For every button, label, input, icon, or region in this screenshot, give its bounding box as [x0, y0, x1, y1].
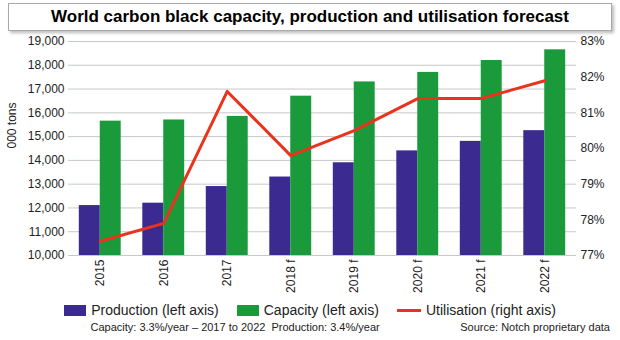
svg-text:2021 f: 2021 f	[474, 259, 488, 293]
svg-text:2017: 2017	[220, 259, 234, 286]
svg-text:14,000: 14,000	[28, 153, 65, 167]
html-text:World carbon black capacity, p: World carbon black capacity, production …	[51, 7, 569, 26]
svg-text:19,000: 19,000	[28, 34, 65, 48]
svg-text:78%: 78%	[581, 213, 605, 227]
svg-text:11,000: 11,000	[29, 225, 65, 239]
svg-text:2018 f: 2018 f	[284, 259, 298, 293]
svg-text:2022 f: 2022 f	[538, 259, 552, 293]
svg-text:79%: 79%	[581, 177, 605, 191]
svg-text:2015: 2015	[93, 259, 107, 286]
svg-text:13,000: 13,000	[28, 177, 65, 191]
svg-text:82%: 82%	[581, 70, 605, 84]
svg-text:77%: 77%	[581, 248, 605, 262]
svg-text:81%: 81%	[581, 106, 605, 120]
svg-text:10,000: 10,000	[28, 248, 65, 262]
svg-text:80%: 80%	[581, 141, 605, 155]
svg-text:2019 f: 2019 f	[347, 259, 361, 293]
html-text:Capacity: 3.3%/year – 2017 to: Capacity: 3.3%/year – 2017 to 2022 Produ…	[90, 320, 380, 333]
svg-text:000 tons: 000 tons	[5, 102, 19, 148]
html-text:Source: Notch proprietary data: Source: Notch proprietary data	[460, 320, 610, 333]
svg-text:83%: 83%	[581, 34, 605, 48]
svg-text:18,000: 18,000	[28, 58, 65, 72]
html-text:Utilisation (right axis): Utilisation (right axis)	[425, 302, 556, 318]
svg-text:2016: 2016	[157, 259, 171, 286]
svg-text:2020 f: 2020 f	[411, 259, 425, 293]
svg-text:15,000: 15,000	[28, 129, 65, 143]
svg-text:17,000: 17,000	[28, 82, 65, 96]
svg-text:16,000: 16,000	[28, 106, 65, 120]
html-text:Production (left axis): Production (left axis)	[91, 302, 219, 318]
html-text:Capacity (left axis): Capacity (left axis)	[263, 302, 379, 318]
svg-text:12,000: 12,000	[28, 201, 65, 215]
